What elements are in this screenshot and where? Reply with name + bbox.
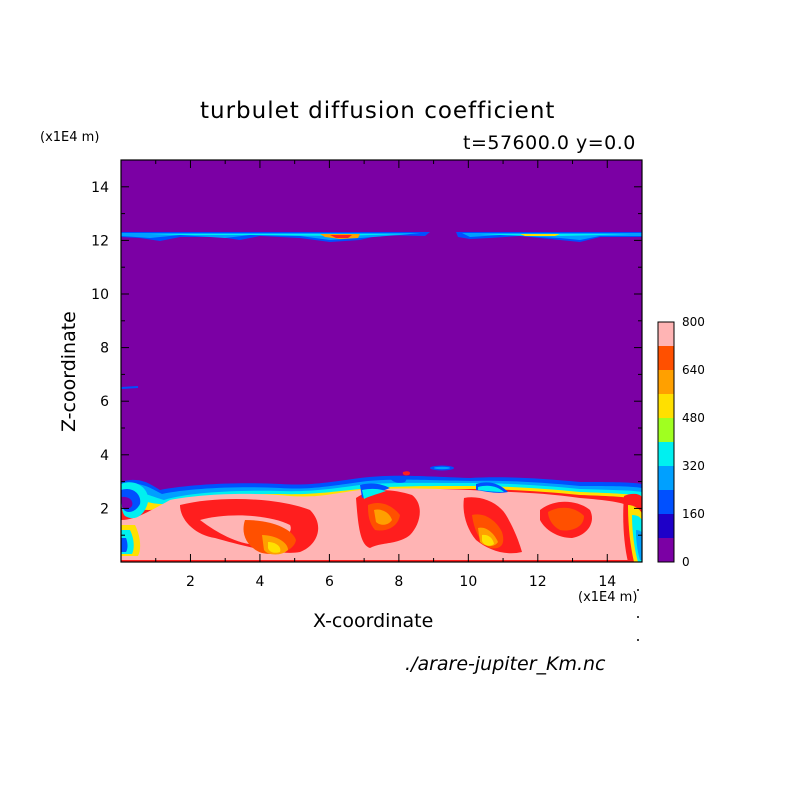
- colorbar-segment: [658, 418, 674, 442]
- plot-frame: [120, 159, 643, 563]
- colorbar-segment: [658, 514, 674, 538]
- y-tick-label: 14: [91, 180, 109, 196]
- chart-title: turbulet diffusion coefficient: [200, 98, 556, 124]
- x-tick-label: 6: [325, 574, 334, 590]
- colorbar: 0 160 320 480 640 800: [657, 315, 705, 569]
- colorbar-label: 640: [682, 363, 705, 377]
- colorbar-segment: [658, 490, 674, 514]
- y-tick-label: 4: [100, 448, 109, 464]
- x-tick-label: 10: [459, 574, 477, 590]
- y-tick-label: 6: [100, 394, 109, 410]
- y-tick-label: 10: [91, 287, 109, 303]
- colorbar-segment: [658, 466, 674, 490]
- x-axis: 2 4 6 8 10 12 14: [155, 160, 616, 590]
- colorbar-segment: [658, 346, 674, 370]
- lower-layer: [121, 471, 642, 562]
- y-axis-label: Z-coordinate: [58, 311, 80, 432]
- colorbar-segment: [658, 538, 674, 562]
- x-axis-label: X-coordinate: [313, 610, 434, 632]
- colorbar-frame: [657, 321, 675, 563]
- x-tick-label: 8: [394, 574, 403, 590]
- chart-subtitle: t=57600.0 y=0.0: [463, 132, 636, 154]
- x-tick-label: 14: [598, 574, 616, 590]
- colorbar-label: 0: [682, 555, 690, 569]
- colorbar-segment: [658, 394, 674, 418]
- y-tick-label: 2: [100, 501, 109, 517]
- x-tick-label: 4: [255, 574, 264, 590]
- y-tick-label: 12: [91, 233, 109, 249]
- source-file-label: ./arare-jupiter_Km.nc: [405, 653, 606, 675]
- y-unit-label: (x1E4 m): [40, 130, 100, 145]
- colorbar-label: 480: [682, 411, 705, 425]
- colorbar-label: 320: [682, 459, 705, 473]
- colorbar-label: 160: [682, 507, 705, 521]
- colorbar-segment-top: [658, 322, 674, 346]
- y-axis: 2 4 6 8 10 12 14: [91, 180, 642, 536]
- colorbar-segment: [658, 442, 674, 466]
- y-tick-label: 8: [100, 341, 109, 357]
- colorbar-segment: [658, 370, 674, 394]
- colorbar-label: 800: [682, 315, 705, 329]
- x-unit-label: (x1E4 m): [578, 590, 638, 605]
- contour-fill: [121, 232, 642, 562]
- upper-band: [121, 232, 642, 242]
- x-tick-label: 2: [186, 574, 195, 590]
- x-tick-label: 12: [529, 574, 547, 590]
